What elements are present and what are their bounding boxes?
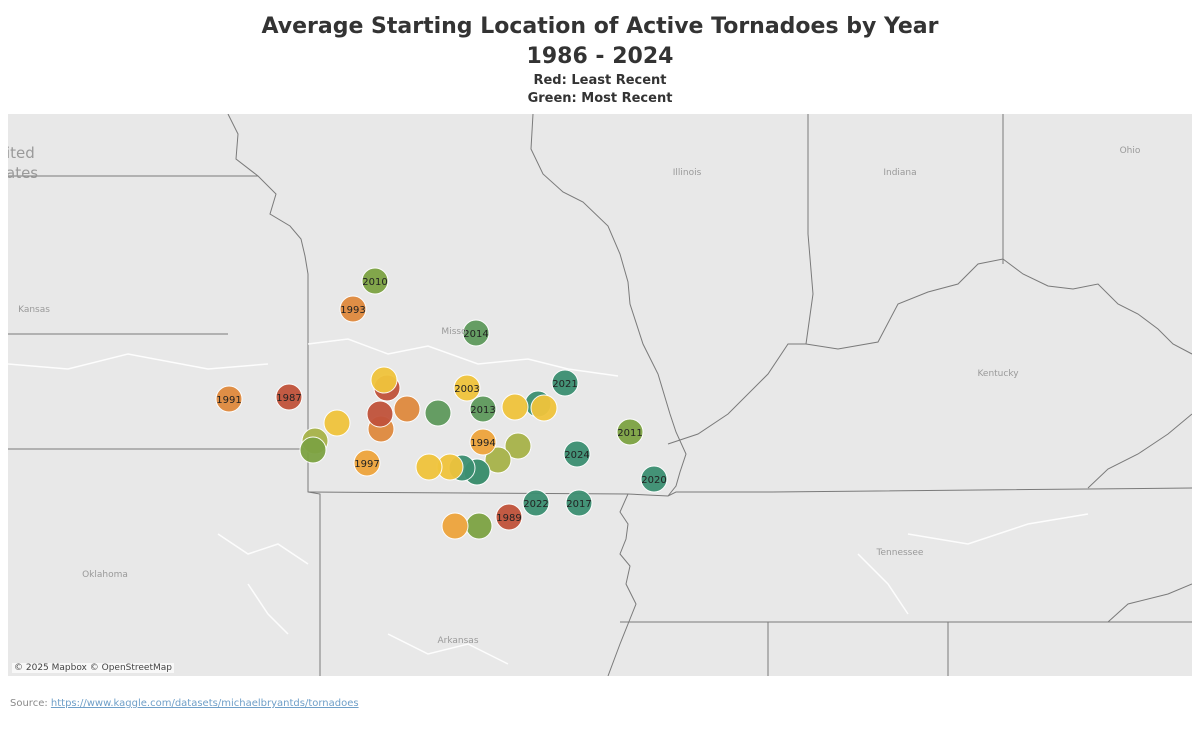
year-point[interactable] [441,512,469,540]
label-arkansas: Arkansas [437,636,479,646]
year-label-2010: 2010 [362,277,387,288]
year-point[interactable] [424,399,452,427]
year-point-2020[interactable] [640,465,668,493]
year-point[interactable] [370,366,398,394]
label-united-states-1: ited [8,144,35,162]
year-label-2013: 2013 [470,405,495,416]
year-point-1993[interactable] [339,295,367,323]
year-point[interactable] [484,446,512,474]
year-point[interactable] [323,409,351,437]
year-point-2021[interactable] [551,369,579,397]
legend-note-red: Red: Least Recent [533,73,667,88]
year-point[interactable] [415,453,443,481]
map-background [8,114,1192,676]
year-label-2011: 2011 [617,428,642,439]
year-point-2022[interactable] [522,489,550,517]
year-label-1987: 1987 [276,393,301,404]
year-point-2017[interactable] [565,489,593,517]
label-illinois: Illinois [672,168,702,178]
label-indiana: Indiana [883,168,917,178]
year-point-1989[interactable] [495,503,523,531]
year-point-2011[interactable] [616,418,644,446]
year-label-2020: 2020 [641,475,666,486]
year-label-2017: 2017 [566,499,591,510]
year-point-2024[interactable] [563,440,591,468]
label-united-states-2: ates [8,164,39,182]
border-mo-il [530,114,687,497]
year-point-2014[interactable] [462,319,490,347]
map-panel[interactable]: 1989 2017 2022 2020 1997 2024 1994 2011 2013 2021… [8,114,1192,676]
state-borders [8,114,1192,676]
border-ky-va [1087,413,1192,489]
label-ohio: Ohio [1119,146,1141,156]
year-point[interactable] [393,395,421,423]
year-point-2003[interactable] [453,374,481,402]
year-label-1993: 1993 [340,305,365,316]
border-il-in [805,114,814,345]
border-tn-nc [1107,583,1192,623]
year-point[interactable] [504,432,532,460]
tornado-year-points: 1989 2017 2022 2020 1997 2024 1994 2011 2013 2021… [215,267,668,540]
year-label-2003: 2003 [454,384,479,395]
year-label-1991: 1991 [216,395,241,406]
label-missouri: Misso [441,327,467,337]
label-kansas: Kansas [18,305,50,315]
map-attribution[interactable]: © 2025 Mapbox © OpenStreetMap [12,663,174,673]
map-canvas[interactable]: 1989 2017 2022 2020 1997 2024 1994 2011 2013 2021… [8,114,1192,676]
year-point-1994[interactable] [469,428,497,456]
year-label-2021: 2021 [552,379,577,390]
year-point[interactable] [501,393,529,421]
border-ks-mo [227,114,321,676]
year-point[interactable] [465,512,493,540]
year-point[interactable] [366,400,394,428]
year-point[interactable] [530,394,558,422]
year-label-2014: 2014 [463,329,488,340]
year-point-1991[interactable] [215,385,243,413]
year-point-1987[interactable] [275,383,303,411]
chart-subtitle-years: 1986 - 2024 [526,44,674,69]
source-prefix: Source: [10,698,51,709]
rivers [8,338,1089,665]
year-label-2022: 2022 [523,499,548,510]
border-ky-tn [627,487,1192,497]
year-point[interactable] [299,436,327,464]
year-label-1989: 1989 [496,513,521,524]
year-label-2024: 2024 [564,450,589,461]
legend-note-green: Green: Most Recent [527,91,673,106]
year-point-1997[interactable] [353,449,381,477]
source-line: Source: https://www.kaggle.com/datasets/… [10,698,359,709]
label-tennessee: Tennessee [876,548,924,558]
border-ohio-river [667,258,1192,445]
label-kentucky: Kentucky [977,369,1019,379]
year-label-1997: 1997 [354,459,379,470]
year-point-2013[interactable] [469,395,497,423]
source-link[interactable]: https://www.kaggle.com/datasets/michaelb… [50,698,359,709]
year-label-1994: 1994 [470,438,495,449]
label-oklahoma: Oklahoma [82,570,128,580]
year-point-2010[interactable] [361,267,389,295]
chart-title: Average Starting Location of Active Torn… [261,14,939,39]
border-mo-ar [307,491,637,676]
